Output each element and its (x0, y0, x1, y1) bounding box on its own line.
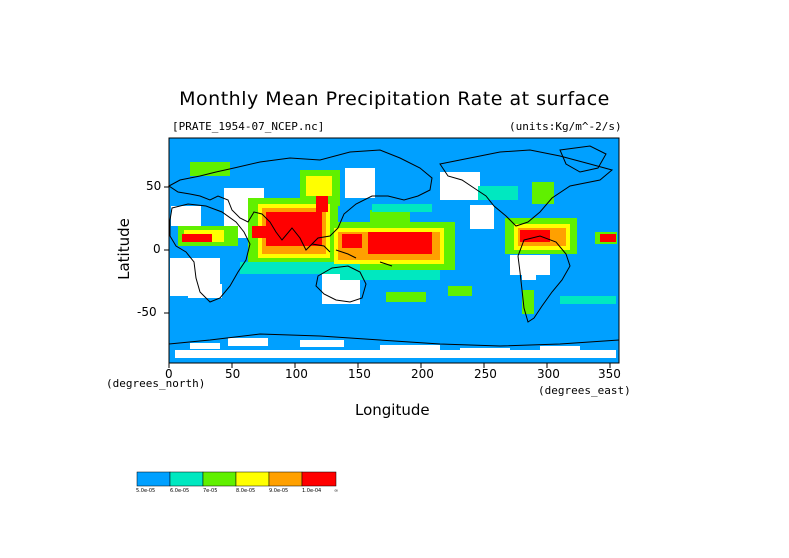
colorbar-label: 9.0e-05 (269, 488, 289, 494)
colorbar-swatch-5 (268, 471, 303, 487)
colorbar-label: 1.0e-04 (302, 488, 322, 494)
x-tick-label: 300 (537, 367, 560, 381)
colorbar-label: 8.0e-05 (236, 488, 256, 494)
colorbar (136, 471, 337, 487)
chart-title: Monthly Mean Precipitation Rate at surfa… (179, 88, 610, 110)
x-axis-label: Longitude (355, 401, 430, 419)
y-axis-label: Latitude (115, 218, 133, 280)
x-tick-label: 50 (225, 367, 241, 381)
precip-red (182, 196, 616, 254)
colorbar-swatch-1 (136, 471, 171, 487)
y-tick-label: -50 (137, 305, 157, 319)
x-tick-label: 150 (348, 367, 371, 381)
colorbar-label: 6.0e-05 (170, 488, 190, 494)
units-label: (units:Kg/m^-2/s) (509, 120, 622, 133)
x-tick-label: 350 (598, 367, 621, 381)
colorbar-swatch-2 (169, 471, 204, 487)
colorbar-swatch-4 (235, 471, 270, 487)
colorbar-swatch-6 (301, 471, 337, 487)
y-ticks (164, 186, 169, 314)
precip-teal (240, 186, 616, 304)
x-tick-label: 0 (165, 367, 173, 381)
y-tick-label: 0 (153, 242, 161, 256)
colorbar-label: 7e-05 (203, 488, 218, 494)
x-ticks (168, 363, 611, 368)
y-tick-label: 50 (146, 179, 162, 193)
x-tick-label: 250 (474, 367, 497, 381)
coastlines (168, 145, 620, 347)
x-axis-unit: (degrees_east) (538, 384, 631, 397)
y-axis-unit: (degrees_north) (106, 377, 206, 390)
colorbar-swatch-3 (202, 471, 237, 487)
x-tick-label: 100 (285, 367, 308, 381)
file-label: [PRATE_1954-07_NCEP.nc] (172, 120, 325, 133)
colorbar-label: ∞ (334, 488, 339, 494)
colorbar-label: 5.0e-05 (136, 488, 156, 494)
x-tick-label: 200 (411, 367, 434, 381)
